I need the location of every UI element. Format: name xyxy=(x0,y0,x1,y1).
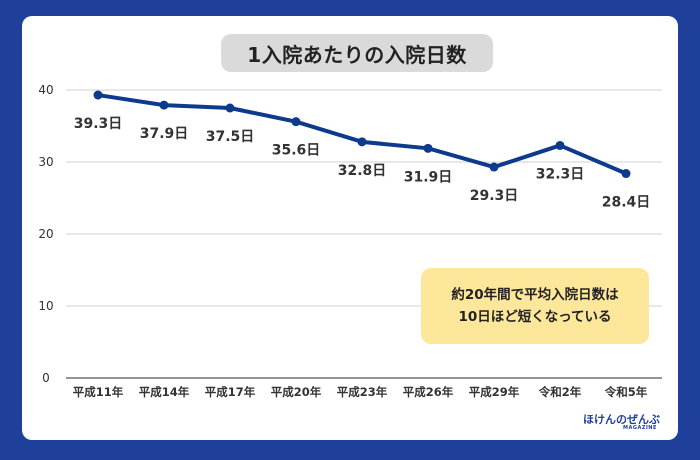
x-tick-label: 令和5年 xyxy=(604,385,648,399)
data-point xyxy=(489,162,499,172)
data-label: 32.8日 xyxy=(338,163,387,179)
annotation-note: 約20年間で平均入院日数は 10日ほど短くなっている xyxy=(421,268,649,344)
x-tick-label: 平成14年 xyxy=(139,385,190,399)
y-axis-ticks: 0 10 20 30 40 xyxy=(38,83,53,385)
x-tick-label: 平成26年 xyxy=(403,385,454,399)
data-point xyxy=(423,143,433,153)
data-label: 29.3日 xyxy=(470,188,519,204)
x-tick-label: 令和2年 xyxy=(538,385,582,399)
x-axis-ticks: 平成11年 平成14年 平成17年 平成20年 平成23年 平成26年 平成29年 令和2年 令… xyxy=(73,385,648,399)
data-point xyxy=(357,137,367,147)
data-label: 32.3日 xyxy=(536,166,585,182)
x-tick-label: 平成23年 xyxy=(337,385,388,399)
data-point xyxy=(621,169,631,179)
x-tick-label: 平成29年 xyxy=(469,385,520,399)
data-point xyxy=(93,90,103,100)
data-point xyxy=(555,140,565,150)
x-tick-label: 平成17年 xyxy=(205,385,256,399)
data-label: 28.4日 xyxy=(602,195,651,211)
data-label: 39.3日 xyxy=(74,116,123,132)
y-tick-label: 0 xyxy=(42,371,50,385)
chart-title: 1入院あたりの入院日数 xyxy=(221,34,493,72)
data-points xyxy=(93,90,631,179)
data-labels: 39.3日 37.9日 37.5日 35.6日 32.8日 31.9日 29.3日 32.3日… xyxy=(74,116,651,210)
note-line-2: 10日ほど短くなっている xyxy=(458,309,612,325)
data-label: 37.9日 xyxy=(140,126,189,142)
data-point xyxy=(225,103,235,113)
data-point xyxy=(159,100,169,110)
data-label: 35.6日 xyxy=(272,143,321,159)
chart-card xyxy=(22,16,678,440)
x-tick-label: 平成20年 xyxy=(271,385,322,399)
y-tick-label: 20 xyxy=(38,227,53,241)
data-label: 31.9日 xyxy=(404,169,453,185)
brand-logo: ほけんのぜんぶ MAGAZINE xyxy=(583,411,663,431)
note-line-1: 約20年間で平均入院日数は xyxy=(451,286,619,303)
logo-subtext: MAGAZINE xyxy=(623,425,657,431)
y-tick-label: 40 xyxy=(38,83,53,97)
grid-lines xyxy=(66,89,662,379)
y-tick-label: 30 xyxy=(38,155,53,169)
x-tick-label: 平成11年 xyxy=(73,385,124,399)
logo-text: ほけんのぜんぶ xyxy=(583,413,660,426)
data-point xyxy=(291,117,301,127)
y-tick-label: 10 xyxy=(38,299,53,313)
data-label: 37.5日 xyxy=(206,129,255,145)
